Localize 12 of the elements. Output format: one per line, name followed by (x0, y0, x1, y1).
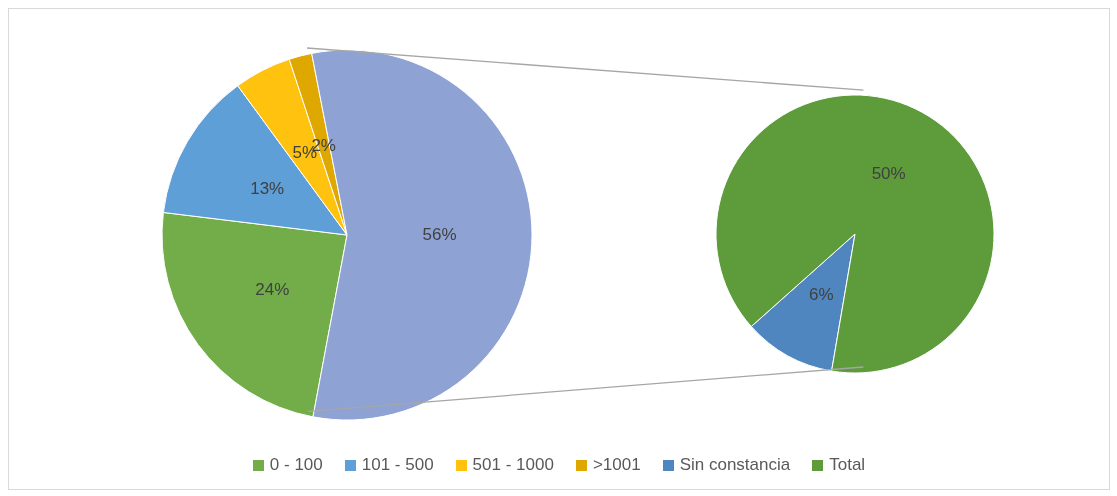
legend-label: Total (829, 455, 866, 475)
data-label: 50% (871, 163, 906, 183)
legend-label: 501 - 1000 (472, 455, 554, 475)
data-label: 13% (250, 178, 285, 198)
pie-slice (715, 94, 995, 374)
data-label: 24% (255, 280, 290, 300)
legend-label: Sin constancia (679, 455, 791, 475)
data-label: 56% (422, 225, 457, 245)
legend-label: 0 - 100 (269, 455, 323, 475)
data-label: 6% (809, 285, 834, 305)
legend-label: 101 - 500 (361, 455, 434, 475)
legend-label: >1001 (592, 455, 641, 475)
